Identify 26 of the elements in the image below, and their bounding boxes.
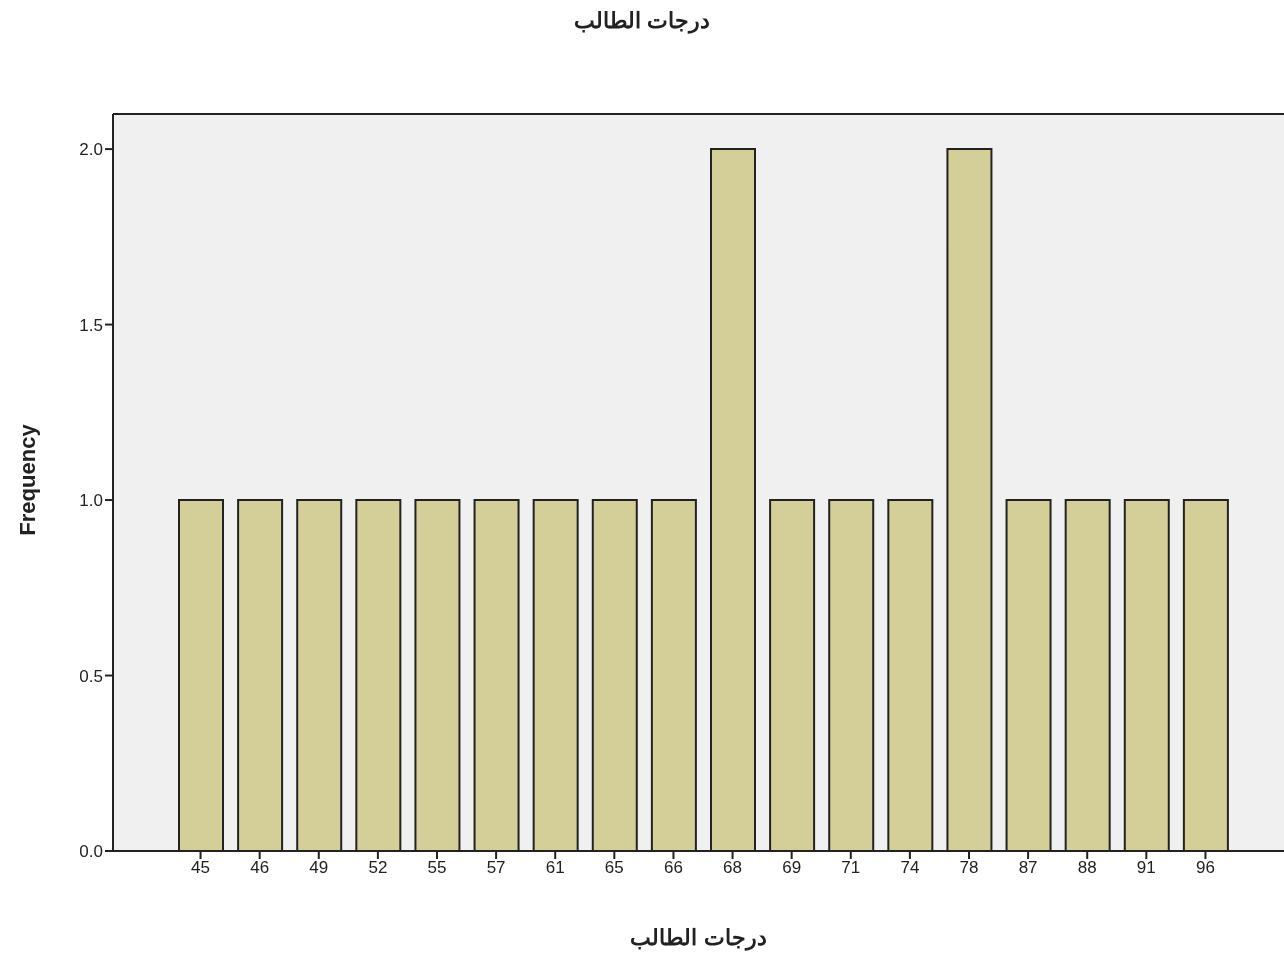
x-tick-label: 69 xyxy=(782,858,802,878)
y-tick-label: 0.0 xyxy=(79,842,103,862)
x-tick-label: 52 xyxy=(368,858,388,878)
x-tick-label: 68 xyxy=(723,858,743,878)
x-axis-title: درجات الطالب xyxy=(629,925,768,951)
y-axis-title: Frequency xyxy=(15,424,41,536)
x-tick-label: 46 xyxy=(250,858,270,878)
x-tick-label: 65 xyxy=(604,858,624,878)
x-tick-label: 55 xyxy=(427,858,447,878)
x-tick-label: 78 xyxy=(959,858,979,878)
x-tick-label: 57 xyxy=(486,858,506,878)
y-tick-label: 2.0 xyxy=(79,140,103,160)
x-tick-label: 49 xyxy=(309,858,329,878)
x-tick-label: 61 xyxy=(545,858,565,878)
x-tick-label: 74 xyxy=(900,858,920,878)
x-tick-label: 66 xyxy=(663,858,683,878)
y-tick-label: 0.5 xyxy=(79,666,103,686)
x-tick-label: 88 xyxy=(1077,858,1097,878)
x-tick-label: 45 xyxy=(191,858,211,878)
x-tick-label: 87 xyxy=(1018,858,1038,878)
x-tick-label: 96 xyxy=(1195,858,1215,878)
x-tick-label: 71 xyxy=(841,858,861,878)
x-tick-label: 91 xyxy=(1136,858,1156,878)
chart-title: درجات الطالب xyxy=(572,8,712,34)
y-tick-label: 1.0 xyxy=(79,491,103,511)
y-tick-label: 1.5 xyxy=(79,315,103,335)
